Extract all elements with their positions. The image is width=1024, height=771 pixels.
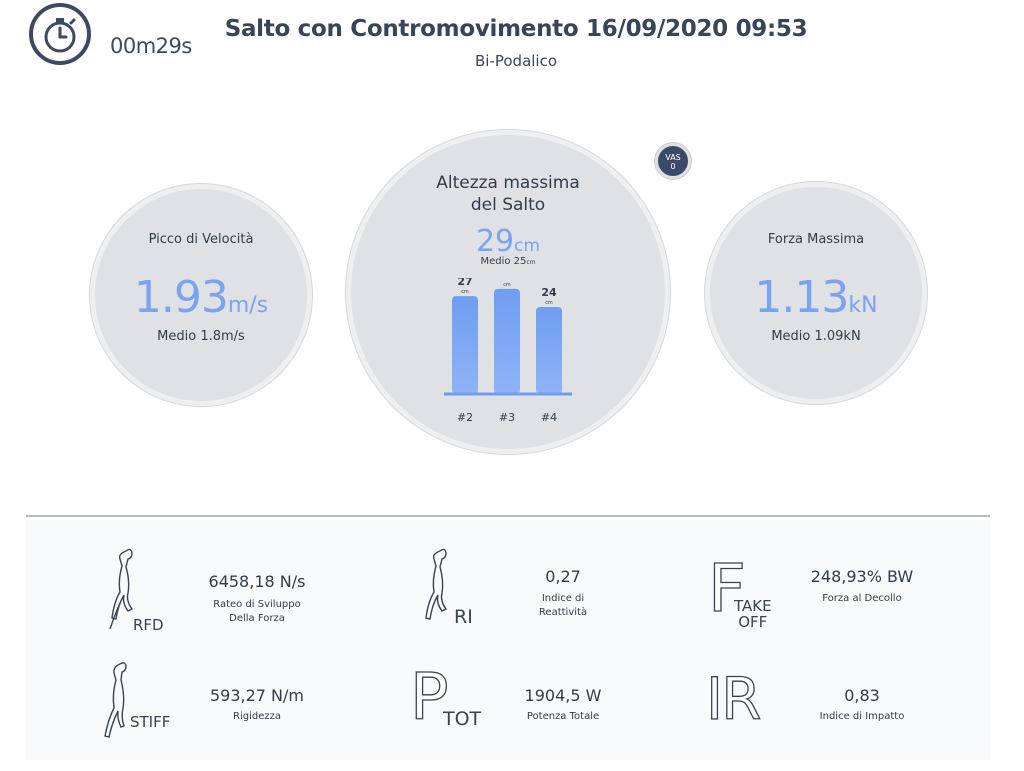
vas-badge-label: VAS (665, 153, 681, 162)
power-value: 1904,5 W (524, 686, 602, 705)
max-force-title: Forza Massima (767, 232, 865, 247)
bar-unit-label: cm (545, 300, 553, 306)
max-force-value: 1.13kN (705, 272, 927, 323)
jump-height-title-line1: Altezza massima (436, 173, 580, 193)
max-force-average: Medio 1.09kN (771, 329, 861, 344)
takeoff-glyph: F (707, 550, 746, 627)
jumper-icon (109, 548, 134, 630)
ri-label: Indice di Reattività (493, 592, 633, 620)
page-title: Salto con Contromovimento 16/09/2020 09:… (224, 16, 808, 42)
page-subtitle: Bi-Podalico (474, 52, 558, 70)
stiff-tag: STIFF (130, 713, 171, 731)
velocity-card (90, 184, 312, 406)
rfd-label-line1: Rateo di Sviluppo (213, 599, 301, 610)
impact-label: Indice di Impatto (819, 711, 905, 722)
ri-value: 0,27 (545, 567, 581, 586)
bar-jump-3 (494, 288, 520, 394)
jump-height-average: Medio 25cm (346, 256, 670, 267)
jump-height-average-unit: cm (526, 259, 536, 266)
max-force-card (705, 182, 927, 404)
takeoff-value: 248,93% BW (810, 567, 914, 586)
impact-value: 0,83 (844, 686, 880, 705)
jump-height-average-label: Medio 25 (480, 256, 527, 267)
ri-tag: RI (454, 606, 473, 628)
rfd-value: 6458,18 N/s (208, 572, 306, 591)
jump-height-title: Altezza massima del Salto (346, 172, 670, 216)
takeoff-tag: TAKE OFF (734, 598, 772, 630)
velocity-average: Medio 1.8m/s (157, 329, 245, 344)
power-label: Potenza Totale (526, 711, 600, 722)
stiff-label: Rigidezza (233, 711, 281, 722)
rfd-label-line2: Della Forza (229, 613, 285, 624)
bar-value-label: 29 (499, 278, 514, 281)
takeoff-tag-line2: OFF (738, 613, 768, 631)
impact-glyph: IR (705, 665, 762, 733)
bar-jump-2 (452, 296, 478, 394)
takeoff-label: Forza al Decollo (822, 593, 902, 604)
rfd-label: Rateo di Sviluppo Della Forza (187, 598, 327, 626)
jump-height-title-line2: del Salto (470, 195, 546, 215)
x-tick-label: #2 (457, 411, 473, 424)
rfd-tag: RFD (133, 616, 164, 634)
stopwatch-icon (29, 3, 91, 65)
elapsed-time: 00m29s (110, 34, 192, 58)
velocity-title: Picco di Velocità (148, 232, 254, 247)
bar-unit-label: cm (503, 282, 511, 288)
vas-badge-value: 0 (670, 162, 676, 171)
jumper-icon (425, 548, 448, 620)
jump-height-value: 29cm (346, 224, 670, 259)
jumper-icon (104, 662, 127, 738)
velocity-value: 1.93m/s (90, 272, 312, 323)
power-tag: TOT (443, 708, 482, 730)
stiff-value: 593,27 N/m (209, 686, 304, 705)
ri-label-line2: Reattività (538, 607, 588, 618)
max-force-unit: kN (848, 293, 878, 318)
ri-label-line1: Indice di (541, 593, 585, 604)
takeoff-tag-line1: TAKE (734, 597, 772, 615)
velocity-number: 1.93 (133, 272, 229, 323)
section-divider (26, 515, 990, 517)
bar-value-label: 27 (457, 278, 472, 288)
metrics-panel (26, 520, 990, 760)
max-force-number: 1.13 (754, 272, 849, 323)
x-tick-label: #4 (541, 411, 557, 424)
power-glyph: P (409, 661, 449, 735)
jump-height-number: 29 (475, 224, 515, 259)
bar-jump-4 (536, 307, 562, 394)
velocity-unit: m/s (227, 293, 269, 318)
vas-badge[interactable]: VAS 0 (655, 143, 691, 179)
bar-value-label: 24 (541, 286, 557, 299)
bar-unit-label: cm (461, 289, 469, 295)
jump-height-unit: cm (514, 236, 541, 256)
x-tick-label: #3 (499, 411, 515, 424)
